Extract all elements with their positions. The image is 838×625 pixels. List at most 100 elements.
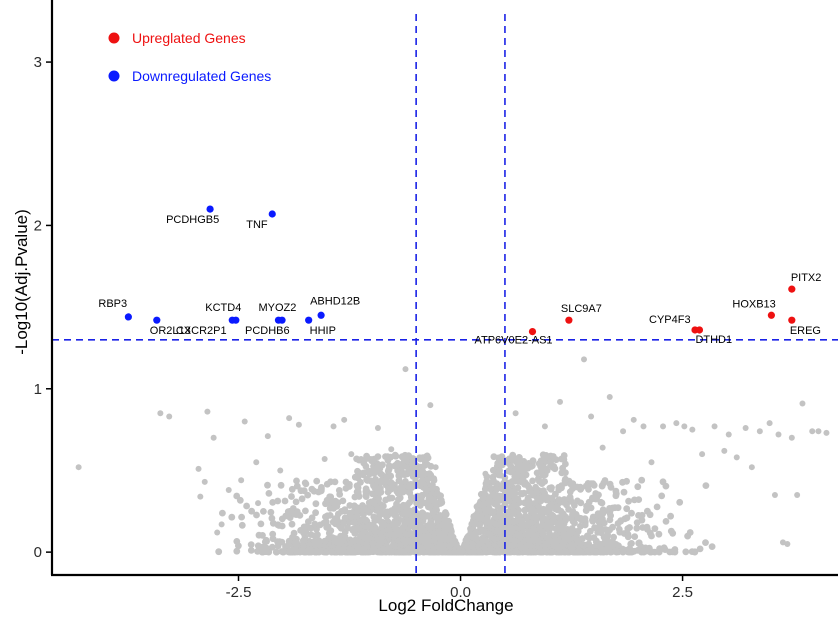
ns-point: [323, 524, 331, 531]
ns-point: [204, 408, 211, 415]
ns-point: [539, 471, 547, 479]
gene-label: HHIP: [310, 325, 336, 337]
ns-point: [374, 504, 381, 512]
ns-point: [601, 477, 609, 484]
ns-point: [562, 460, 569, 468]
ns-point: [523, 548, 531, 555]
ns-point: [399, 488, 407, 496]
ns-point: [438, 499, 446, 506]
ns-point: [576, 483, 584, 491]
ns-point: [279, 548, 287, 556]
ns-point: [555, 514, 563, 521]
ns-point: [510, 508, 518, 516]
ns-point: [573, 548, 581, 556]
ns-point: [404, 506, 412, 514]
ns-point: [585, 533, 592, 541]
ns-point: [157, 410, 164, 417]
ns-point: [292, 539, 299, 547]
legend-label: Upreglated Genes: [132, 30, 246, 46]
ns-point: [344, 524, 352, 532]
downregulated-point: [206, 205, 214, 213]
y-tick-label: 3: [34, 54, 42, 71]
ns-point: [633, 524, 641, 532]
ns-point: [392, 452, 400, 460]
ns-point: [470, 513, 478, 520]
ns-point: [504, 486, 512, 494]
ns-point: [358, 456, 365, 463]
ns-point: [431, 535, 439, 543]
ns-point: [238, 477, 245, 484]
ns-point: [419, 467, 426, 475]
ns-point: [388, 446, 395, 453]
ns-point: [228, 513, 236, 521]
ns-point: [533, 469, 541, 477]
upregulated-point: [788, 285, 796, 293]
ns-point: [771, 491, 778, 498]
ns-point: [369, 490, 376, 498]
ns-point: [430, 548, 438, 556]
ns-point: [371, 484, 379, 492]
ns-point: [609, 539, 617, 546]
ns-point: [659, 478, 667, 486]
ns-point: [311, 532, 319, 540]
ns-point: [289, 533, 296, 541]
downregulated-point: [124, 313, 132, 321]
ns-point: [635, 496, 643, 503]
gene-label: HOXB13: [732, 298, 775, 310]
ns-point: [676, 498, 684, 506]
axes: -2.5 0.0 2.5 0 1 2 3: [34, 0, 838, 601]
ns-point: [417, 498, 425, 506]
ns-point: [427, 462, 435, 470]
ns-point: [387, 453, 394, 461]
ns-point: [625, 497, 632, 505]
ns-point: [408, 484, 416, 491]
ns-point: [277, 467, 284, 474]
legend-label: Downregulated Genes: [132, 68, 271, 84]
ns-point: [286, 415, 293, 422]
downregulated-point: [317, 311, 325, 319]
ns-point: [308, 485, 316, 493]
ns-point: [367, 456, 374, 463]
ns-point: [555, 524, 563, 531]
ns-point: [265, 490, 273, 497]
ns-point: [669, 529, 677, 537]
ns-point: [427, 402, 434, 409]
ns-point: [210, 434, 217, 441]
ns-point: [516, 516, 523, 524]
ns-point: [638, 511, 646, 519]
ns-point: [546, 484, 554, 492]
ns-point: [498, 453, 506, 461]
ns-point: [431, 498, 439, 506]
ns-point: [248, 507, 256, 515]
ns-point: [702, 482, 710, 489]
ns-point: [525, 500, 533, 507]
ns-point: [568, 545, 575, 553]
ns-point: [481, 485, 489, 493]
ns-point: [321, 456, 328, 463]
ns-point: [496, 496, 504, 504]
ns-point: [393, 519, 401, 527]
ns-point: [518, 467, 526, 475]
ns-point: [424, 475, 432, 483]
ns-point: [559, 468, 566, 476]
ns-point: [541, 546, 549, 554]
ns-point: [341, 507, 349, 515]
ns-point: [561, 477, 569, 485]
ns-point: [435, 548, 443, 556]
upregulated-point: [695, 326, 704, 334]
ns-point: [472, 529, 480, 537]
ns-point: [315, 541, 323, 548]
ns-point: [432, 514, 440, 522]
ns-point: [470, 520, 477, 527]
ns-point: [430, 476, 438, 484]
ns-point: [288, 485, 296, 493]
ns-point: [470, 548, 477, 556]
ns-point: [529, 548, 537, 555]
ns-point: [312, 500, 320, 508]
ns-point: [651, 548, 659, 556]
ns-point: [581, 521, 589, 529]
ns-point: [350, 519, 358, 526]
ns-point: [404, 501, 412, 508]
x-tick-label: 2.5: [672, 584, 693, 601]
ns-point: [809, 428, 816, 435]
